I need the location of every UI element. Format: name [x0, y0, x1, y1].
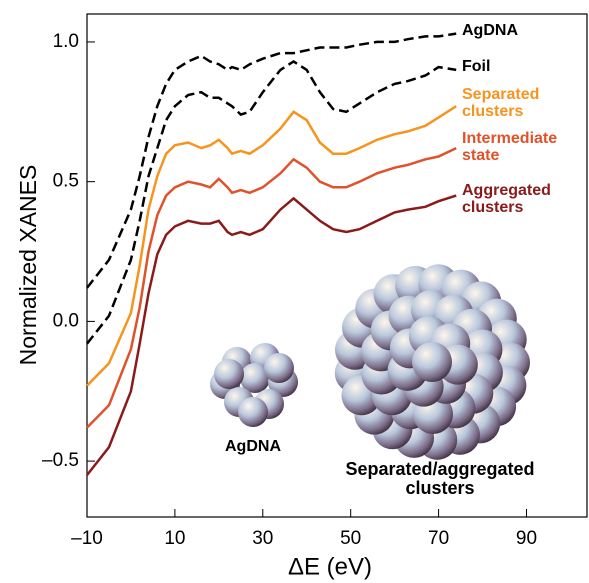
plot-frame [86, 13, 588, 518]
x-tick-label: 70 [428, 528, 449, 549]
series-line [86, 60, 457, 345]
y-tick-label: 0.0 [53, 310, 79, 331]
x-tick-label: 90 [516, 528, 537, 549]
atom [238, 397, 268, 427]
legend-label: Foil [462, 58, 491, 75]
atom [264, 353, 294, 383]
annotation: AgDNA [225, 438, 281, 455]
x-axis-label: ΔE (eV) [288, 553, 372, 580]
x-tick-label: –10 [71, 528, 103, 549]
series-line [86, 105, 457, 387]
atom [240, 363, 270, 393]
legend-label: Separated clusters [462, 86, 540, 120]
x-tick-label: 30 [252, 528, 273, 549]
legend-label: AgDNA [462, 22, 518, 39]
y-tick-label: 1.0 [53, 31, 79, 52]
annotation: Separated/aggregated clusters [345, 459, 535, 498]
y-tick-label: –0.5 [42, 450, 79, 471]
x-tick-label: 50 [340, 528, 361, 549]
atom [214, 359, 244, 389]
series-line [86, 146, 457, 429]
y-axis-label: Normalized XANES [15, 165, 41, 366]
atom [412, 342, 452, 382]
cluster-illustration [210, 264, 530, 460]
y-tick-label: 0.5 [53, 171, 79, 192]
series-line [86, 32, 457, 289]
series-line [86, 194, 457, 476]
legend-label: Intermediate state [462, 130, 558, 164]
x-tick-label: 10 [164, 528, 185, 549]
legend-label: Aggregated clusters [462, 182, 551, 216]
